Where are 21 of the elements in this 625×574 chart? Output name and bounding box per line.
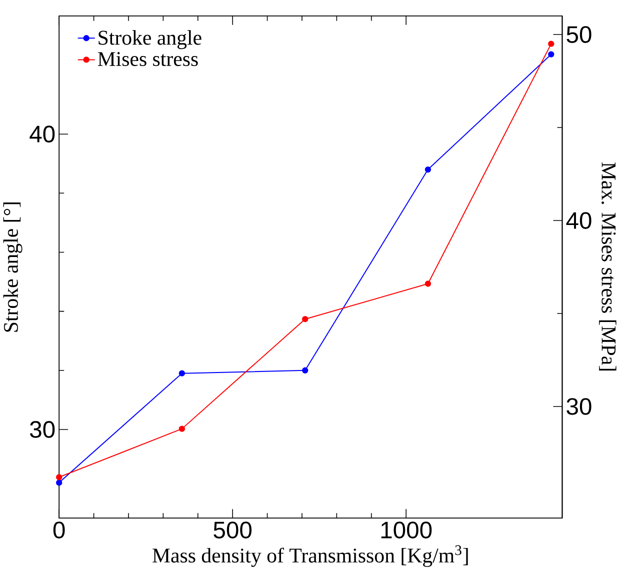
point — [302, 316, 308, 322]
point — [178, 426, 186, 432]
x-axis-title: Mass density of Transmisson [Kg/m$^{3}$] — [152, 545, 468, 567]
point — [424, 280, 432, 287]
y2-tick-label: 40 — [566, 212, 592, 230]
point — [548, 51, 554, 58]
point — [56, 480, 62, 486]
legend-label: Mises stress — [98, 52, 198, 66]
y-axis-title: Stroke angle [°] — [3, 202, 22, 332]
legend-label: Stroke angle — [98, 30, 202, 50]
point — [424, 166, 432, 173]
point — [548, 40, 554, 47]
point — [302, 367, 308, 374]
y2-tick-label: 50 — [566, 26, 592, 44]
x-tick-label: 0 — [53, 522, 65, 539]
y2-tick-label: 30 — [566, 398, 592, 415]
x-tick-label: 500 — [214, 522, 252, 539]
y2-axis-title: Max. Mises stress [MPa] — [599, 162, 616, 371]
point — [178, 370, 186, 376]
x-tick-label: 1000 — [381, 522, 432, 539]
point — [56, 474, 62, 480]
